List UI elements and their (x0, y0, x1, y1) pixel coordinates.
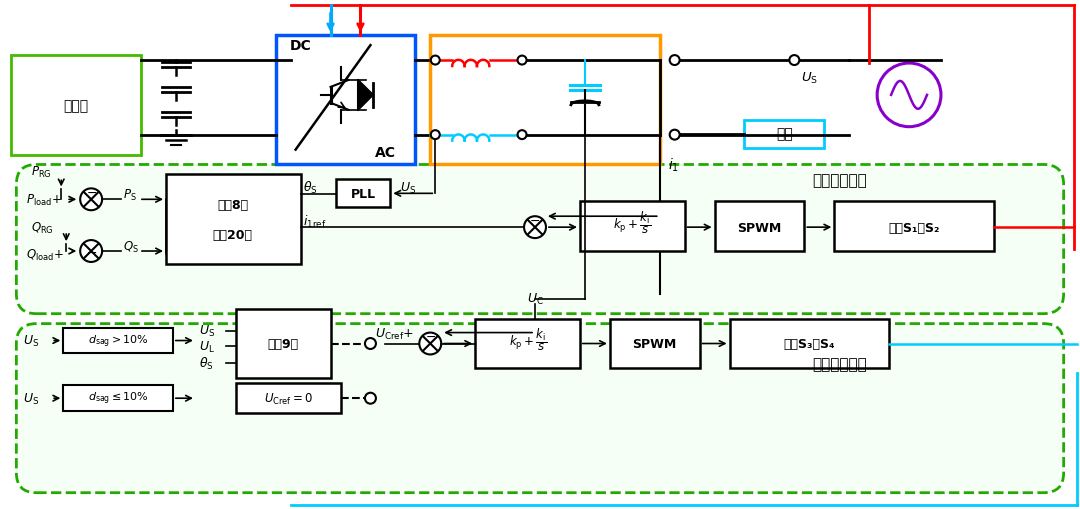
FancyBboxPatch shape (275, 36, 416, 165)
FancyBboxPatch shape (475, 319, 580, 369)
FancyBboxPatch shape (16, 324, 1064, 493)
Text: $U_{\rm C}$: $U_{\rm C}$ (527, 292, 543, 307)
Circle shape (877, 64, 941, 127)
Text: $U_{\rm S}$: $U_{\rm S}$ (801, 70, 819, 86)
Text: $Q_{\rm S}$: $Q_{\rm S}$ (123, 239, 139, 254)
FancyBboxPatch shape (580, 202, 685, 251)
Text: $-$: $-$ (424, 329, 436, 343)
FancyBboxPatch shape (64, 385, 173, 411)
Text: SPWM: SPWM (633, 337, 677, 350)
Text: 新能源: 新能源 (64, 99, 89, 112)
Text: $U_{\rm Cref}$+: $U_{\rm Cref}$+ (376, 326, 415, 342)
Text: $k_{\rm p}+\dfrac{k_{\rm i}}{s}$: $k_{\rm p}+\dfrac{k_{\rm i}}{s}$ (509, 325, 548, 352)
Text: $-$: $-$ (85, 185, 97, 199)
Text: $P_{\rm load}$+: $P_{\rm load}$+ (26, 192, 62, 208)
Text: $P_{\rm RG}$: $P_{\rm RG}$ (31, 164, 52, 180)
Circle shape (517, 56, 527, 66)
Circle shape (524, 217, 546, 239)
Text: $-$: $-$ (529, 213, 541, 226)
Text: 负荷: 负荷 (777, 127, 793, 142)
FancyBboxPatch shape (12, 56, 141, 155)
FancyBboxPatch shape (744, 121, 824, 148)
Text: 驱动S₃、S₄: 驱动S₃、S₄ (784, 337, 835, 350)
Circle shape (365, 338, 376, 349)
Circle shape (431, 131, 440, 140)
Text: $\theta_{\rm S}$: $\theta_{\rm S}$ (199, 356, 214, 372)
Text: $k_{\rm p}+\dfrac{k_{\rm i}}{s}$: $k_{\rm p}+\dfrac{k_{\rm i}}{s}$ (612, 208, 651, 235)
Text: $Q_{\rm RG}$: $Q_{\rm RG}$ (31, 220, 54, 235)
Text: 式（8）: 式（8） (217, 199, 248, 211)
Text: $-$: $-$ (85, 245, 97, 258)
Circle shape (431, 56, 440, 66)
Text: 驱动S₁、S₂: 驱动S₁、S₂ (889, 221, 940, 234)
FancyBboxPatch shape (430, 36, 660, 165)
Text: $U_{\rm S}$: $U_{\rm S}$ (401, 181, 417, 195)
Text: 电压质量调节: 电压质量调节 (812, 356, 866, 371)
Text: $i_1$: $i_1$ (667, 156, 678, 174)
Circle shape (80, 241, 103, 263)
Text: 并网功率调控: 并网功率调控 (812, 173, 866, 187)
FancyBboxPatch shape (729, 319, 889, 369)
Text: $U_{\rm S}$: $U_{\rm S}$ (24, 333, 40, 348)
FancyBboxPatch shape (715, 202, 805, 251)
Text: 式（9）: 式（9） (267, 337, 298, 350)
Text: AC: AC (375, 145, 396, 159)
Text: $U_{\rm S}$: $U_{\rm S}$ (199, 323, 215, 338)
FancyBboxPatch shape (16, 165, 1064, 314)
Text: 式（20）: 式（20） (213, 228, 253, 241)
Text: $U_{\rm S}$: $U_{\rm S}$ (24, 391, 40, 406)
Text: $i_{\rm 1ref}$: $i_{\rm 1ref}$ (302, 214, 326, 230)
FancyBboxPatch shape (610, 319, 700, 369)
Text: $P_{\rm S}$: $P_{\rm S}$ (123, 187, 137, 203)
FancyBboxPatch shape (235, 309, 330, 379)
Text: $d_{\rm sag}{\leq}10\%$: $d_{\rm sag}{\leq}10\%$ (87, 390, 149, 407)
Text: DC: DC (289, 39, 311, 53)
Circle shape (789, 56, 799, 66)
Circle shape (365, 393, 376, 404)
Polygon shape (359, 81, 374, 110)
Text: $U_{\rm L}$: $U_{\rm L}$ (199, 340, 215, 354)
FancyBboxPatch shape (64, 328, 173, 354)
Text: $d_{\rm sag}{>}10\%$: $d_{\rm sag}{>}10\%$ (87, 333, 149, 349)
FancyBboxPatch shape (235, 384, 340, 413)
FancyBboxPatch shape (834, 202, 994, 251)
FancyBboxPatch shape (166, 175, 300, 265)
Text: $U_{\rm Cref}{=}0$: $U_{\rm Cref}{=}0$ (265, 391, 313, 406)
Text: $Q_{\rm load}$+: $Q_{\rm load}$+ (26, 247, 64, 262)
Text: $\theta_{\rm S}$: $\theta_{\rm S}$ (302, 180, 318, 196)
Circle shape (419, 333, 442, 355)
Text: SPWM: SPWM (738, 221, 782, 234)
Circle shape (670, 130, 679, 140)
Circle shape (670, 56, 679, 66)
FancyBboxPatch shape (336, 180, 390, 208)
Circle shape (517, 131, 527, 140)
Circle shape (80, 189, 103, 211)
Text: PLL: PLL (351, 187, 376, 201)
